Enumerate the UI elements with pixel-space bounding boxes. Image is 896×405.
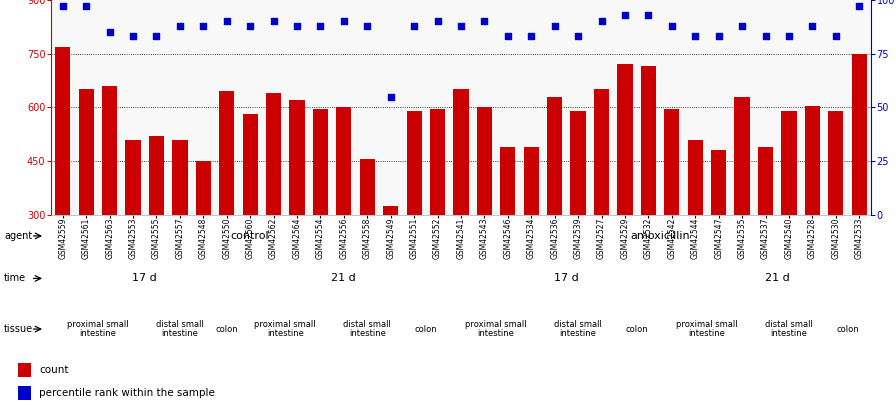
Text: proximal small
intestine: proximal small intestine	[67, 320, 129, 339]
Bar	[687, 140, 702, 215]
Point	[360, 23, 375, 29]
Text: 21 d: 21 d	[765, 273, 789, 283]
Point	[196, 23, 211, 29]
Bar	[571, 111, 586, 215]
Bar	[500, 147, 515, 215]
Bar	[430, 109, 445, 215]
Point	[665, 23, 679, 29]
Bar	[383, 206, 399, 215]
Bar	[735, 96, 750, 215]
Point	[642, 12, 656, 18]
Text: distal small
intestine: distal small intestine	[554, 320, 602, 339]
Bar	[664, 109, 679, 215]
Bar	[289, 100, 305, 215]
Point	[150, 33, 164, 40]
Bar	[172, 140, 187, 215]
Point	[79, 3, 93, 10]
Point	[594, 18, 608, 25]
Bar	[453, 90, 469, 215]
Point	[501, 33, 515, 40]
Text: distal small
intestine: distal small intestine	[343, 320, 392, 339]
Point	[173, 23, 187, 29]
Text: colon: colon	[415, 324, 437, 334]
Text: time: time	[4, 273, 26, 283]
Bar	[828, 111, 843, 215]
Point	[337, 18, 351, 25]
Text: control: control	[231, 231, 270, 241]
Text: count: count	[39, 365, 69, 375]
Bar	[758, 147, 773, 215]
Bar	[149, 136, 164, 215]
Bar	[547, 96, 563, 215]
Text: percentile rank within the sample: percentile rank within the sample	[39, 388, 215, 399]
Text: amoxicillin: amoxicillin	[630, 231, 690, 241]
Bar	[125, 140, 141, 215]
Text: colon: colon	[215, 324, 238, 334]
Point	[547, 23, 562, 29]
Point	[290, 23, 305, 29]
Bar	[407, 111, 422, 215]
Point	[220, 18, 234, 25]
Point	[758, 33, 772, 40]
Point	[266, 18, 280, 25]
Bar	[617, 64, 633, 215]
Bar	[102, 86, 117, 215]
Point	[711, 33, 726, 40]
Text: 17 d: 17 d	[133, 273, 157, 283]
Text: agent: agent	[4, 231, 32, 241]
Bar	[336, 107, 351, 215]
Bar	[523, 147, 538, 215]
Point	[407, 23, 421, 29]
Text: 17 d: 17 d	[554, 273, 579, 283]
Bar	[266, 93, 281, 215]
Point	[524, 33, 538, 40]
Bar	[313, 109, 328, 215]
Bar	[243, 115, 258, 215]
Text: proximal small
intestine: proximal small intestine	[254, 320, 316, 339]
Bar	[711, 150, 727, 215]
Bar	[594, 90, 609, 215]
Bar	[18, 363, 31, 377]
Point	[383, 93, 398, 100]
Text: tissue: tissue	[4, 324, 33, 334]
Point	[314, 23, 328, 29]
Point	[688, 33, 702, 40]
Text: colon: colon	[625, 324, 648, 334]
Bar	[195, 161, 211, 215]
Point	[782, 33, 797, 40]
Point	[454, 23, 469, 29]
Point	[571, 33, 585, 40]
Text: distal small
intestine: distal small intestine	[765, 320, 813, 339]
Point	[852, 3, 866, 10]
Bar	[641, 66, 656, 215]
Point	[478, 18, 492, 25]
Text: 21 d: 21 d	[332, 273, 357, 283]
Bar	[851, 54, 866, 215]
Point	[102, 29, 116, 36]
Point	[806, 23, 820, 29]
Text: proximal small
intestine: proximal small intestine	[465, 320, 527, 339]
Bar	[79, 90, 94, 215]
Bar	[359, 159, 375, 215]
Bar	[781, 111, 797, 215]
Point	[430, 18, 444, 25]
Bar	[220, 91, 235, 215]
Bar	[18, 386, 31, 400]
Point	[829, 33, 843, 40]
Text: distal small
intestine: distal small intestine	[156, 320, 204, 339]
Bar	[805, 106, 820, 215]
Point	[126, 33, 141, 40]
Point	[618, 12, 633, 18]
Bar	[477, 107, 492, 215]
Point	[56, 3, 70, 10]
Bar	[56, 47, 71, 215]
Text: colon: colon	[836, 324, 858, 334]
Point	[243, 23, 257, 29]
Text: proximal small
intestine: proximal small intestine	[676, 320, 737, 339]
Point	[735, 23, 749, 29]
